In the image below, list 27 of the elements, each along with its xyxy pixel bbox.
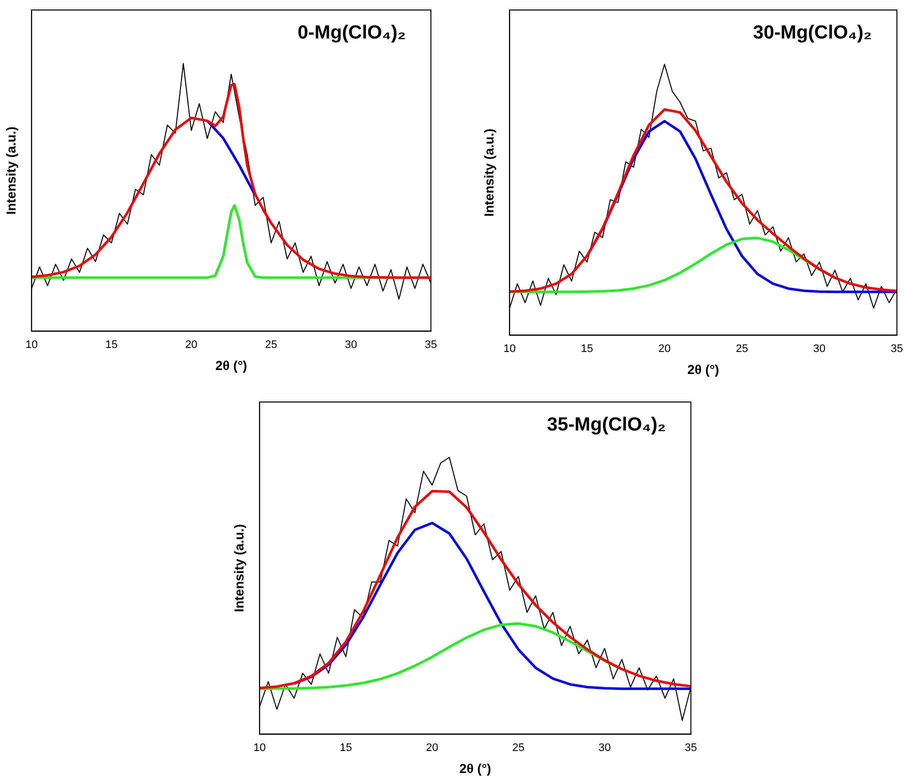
- x-axis-title: 2θ (°): [459, 760, 492, 776]
- x-tick-label: 30: [344, 338, 358, 351]
- x-tick-label: 10: [503, 342, 516, 355]
- chart-title: 30-Mg(ClO₄)₂: [753, 22, 872, 44]
- x-tick-label: 20: [185, 338, 198, 351]
- x-tick-label: 25: [512, 742, 524, 754]
- x-tick-label: 35: [684, 742, 698, 754]
- x-tick-label: 20: [658, 342, 671, 355]
- y-axis-title: Intensity (a.u.): [481, 128, 496, 217]
- x-tick-label: 15: [340, 742, 352, 754]
- x-tick-label: 25: [736, 342, 748, 355]
- x-tick-label: 15: [580, 342, 594, 355]
- x-tick-label: 30: [813, 342, 826, 355]
- x-tick-label: 30: [598, 742, 611, 754]
- x-tick-label: 35: [424, 338, 438, 351]
- x-tick-label: 20: [426, 742, 438, 754]
- y-axis-title: Intensity (a.u.): [231, 524, 246, 612]
- y-axis-title: Intensity (a.u.): [3, 126, 18, 215]
- x-tick-label: 25: [265, 338, 278, 351]
- x-tick-label: 10: [25, 338, 38, 351]
- x-tick-label: 35: [890, 342, 904, 355]
- x-tick-label: 10: [253, 742, 266, 754]
- chart-title: 0-Mg(ClO₄)₂: [298, 22, 406, 44]
- x-tick-label: 15: [105, 338, 118, 351]
- x-axis-title: 2θ (°): [215, 358, 248, 373]
- chart-title: 35-Mg(ClO₄)₂: [547, 414, 666, 436]
- x-axis-title: 2θ (°): [687, 362, 720, 377]
